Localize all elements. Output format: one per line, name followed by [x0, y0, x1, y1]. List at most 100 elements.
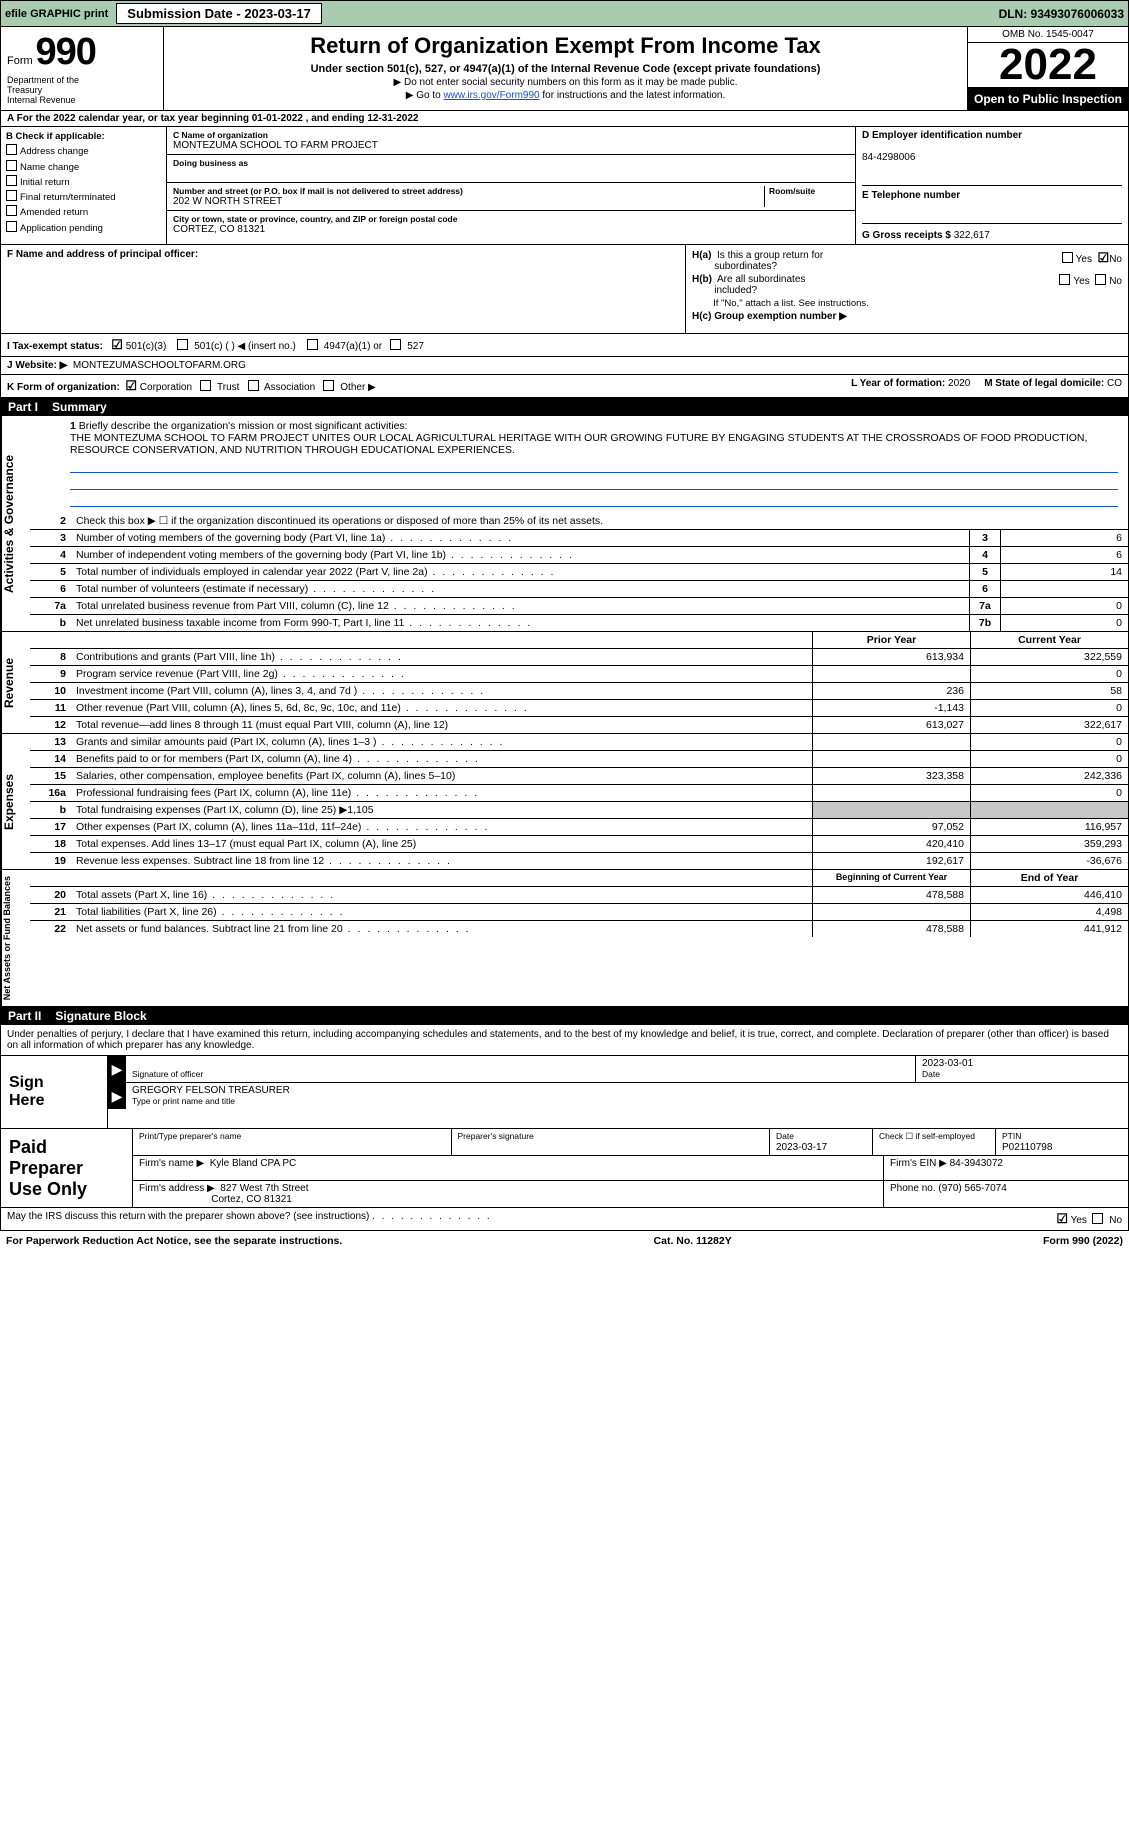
- form-title-box: Return of Organization Exempt From Incom…: [164, 27, 968, 110]
- line-4: Number of independent voting members of …: [72, 547, 969, 563]
- website-value: MONTEZUMASCHOOLTOFARM.ORG: [73, 360, 246, 371]
- beginning-year-header: Beginning of Current Year: [812, 870, 970, 886]
- mission-block: 1 Briefly describe the organization's mi…: [30, 416, 1128, 513]
- expenses-tab: Expenses: [1, 734, 30, 869]
- table-row: 8Contributions and grants (Part VIII, li…: [30, 649, 1128, 666]
- form-word: Form: [7, 55, 33, 67]
- street-address: 202 W NORTH STREET: [173, 196, 764, 207]
- ein-column: D Employer identification number 84-4298…: [855, 127, 1128, 244]
- 527-checkbox[interactable]: [390, 339, 401, 350]
- application-pending-checkbox[interactable]: [6, 221, 17, 232]
- table-row: 11Other revenue (Part VIII, column (A), …: [30, 700, 1128, 717]
- part-1-title: Summary: [52, 400, 107, 414]
- department-label: Department of theTreasuryInternal Revenu…: [7, 76, 79, 106]
- check-applicable-box: B Check if applicable: Address change Na…: [1, 127, 167, 244]
- table-row: 21Total liabilities (Part X, line 26)4,4…: [30, 904, 1128, 921]
- end-year-header: End of Year: [970, 870, 1128, 886]
- g-gross-label: G Gross receipts $: [862, 230, 951, 241]
- expenses-section: Expenses 13Grants and similar amounts pa…: [0, 734, 1129, 870]
- org-name: MONTEZUMA SCHOOL TO FARM PROJECT: [173, 140, 849, 151]
- 501c-checkbox[interactable]: [177, 339, 188, 350]
- year-box: OMB No. 1545-0047 2022 Open to Public In…: [968, 27, 1128, 110]
- trust-checkbox[interactable]: [200, 380, 211, 391]
- line-2: Check this box ▶ ☐ if the organization d…: [72, 513, 1128, 529]
- irs-link[interactable]: www.irs.gov/Form990: [443, 90, 539, 101]
- addr-label: Number and street (or P.O. box if mail i…: [173, 186, 764, 196]
- officer-name-cell: GREGORY FELSON TREASURERType or print na…: [126, 1083, 1128, 1109]
- hc-label: H(c) Group exemption number ▶: [692, 311, 847, 322]
- dln-label: DLN: 93493076006033: [999, 7, 1124, 21]
- association-checkbox[interactable]: [248, 380, 259, 391]
- f-label: F Name and address of principal officer:: [7, 249, 198, 260]
- line-5-value: 14: [1000, 564, 1128, 580]
- efile-topbar: efile GRAPHIC print Submission Date - 20…: [0, 0, 1129, 27]
- address-change-checkbox[interactable]: [6, 144, 17, 155]
- line-6: Total number of volunteers (estimate if …: [72, 581, 969, 597]
- table-row: bTotal fundraising expenses (Part IX, co…: [30, 802, 1128, 819]
- part-2-number: Part II: [8, 1009, 41, 1023]
- signature-officer-cell: Signature of officer: [126, 1056, 916, 1082]
- self-employed-cell: Check ☐ if self-employed: [873, 1129, 996, 1155]
- governance-tab: Activities & Governance: [1, 416, 30, 631]
- l-label: L Year of formation:: [851, 378, 945, 389]
- underline: [70, 458, 1118, 473]
- perjury-statement: Under penalties of perjury, I declare th…: [0, 1025, 1129, 1056]
- org-info-section: B Check if applicable: Address change Na…: [0, 127, 1129, 245]
- city-label: City or town, state or province, country…: [173, 214, 849, 224]
- submission-date-button[interactable]: Submission Date - 2023-03-17: [116, 3, 322, 24]
- paid-preparer-section: PaidPreparerUse Only Print/Type preparer…: [0, 1129, 1129, 1208]
- table-row: 12Total revenue—add lines 8 through 11 (…: [30, 717, 1128, 733]
- dba-value: [173, 168, 849, 179]
- part-2-header: Part II Signature Block: [0, 1007, 1129, 1025]
- form-header: Form 990 Department of theTreasuryIntern…: [0, 27, 1129, 111]
- discuss-no-checkbox[interactable]: [1092, 1213, 1103, 1224]
- line-7b: Net unrelated business taxable income fr…: [72, 615, 969, 631]
- form-number-box: Form 990 Department of theTreasuryIntern…: [1, 27, 164, 110]
- hb-no-checkbox[interactable]: [1095, 274, 1106, 285]
- governance-section: Activities & Governance 1 Briefly descri…: [0, 416, 1129, 632]
- ha-yes-checkbox[interactable]: [1062, 252, 1073, 263]
- line-6-value: [1000, 581, 1128, 597]
- line-3-value: 6: [1000, 530, 1128, 546]
- other-checkbox[interactable]: [323, 380, 334, 391]
- part-2-title: Signature Block: [55, 1009, 146, 1023]
- footer-row: For Paperwork Reduction Act Notice, see …: [0, 1231, 1129, 1251]
- hb-yes-checkbox[interactable]: [1059, 274, 1070, 285]
- m-label: M State of legal domicile:: [984, 378, 1104, 389]
- corporation-check-icon: ☑: [125, 378, 137, 393]
- sign-here-label: SignHere: [1, 1056, 108, 1128]
- initial-return-checkbox[interactable]: [6, 175, 17, 186]
- name-change-checkbox[interactable]: [6, 160, 17, 171]
- tax-year: 2022: [968, 43, 1128, 88]
- net-assets-tab: Net Assets or Fund Balances: [1, 870, 30, 1006]
- cat-number: Cat. No. 11282Y: [654, 1235, 732, 1247]
- b-label: B Check if applicable:: [6, 131, 105, 142]
- line-7a-value: 0: [1000, 598, 1128, 614]
- table-row: 18Total expenses. Add lines 13–17 (must …: [30, 836, 1128, 853]
- form-org-row: K Form of organization: ☑ Corporation Tr…: [0, 375, 1129, 398]
- table-row: 19Revenue less expenses. Subtract line 1…: [30, 853, 1128, 869]
- 4947-checkbox[interactable]: [307, 339, 318, 350]
- state-domicile: CO: [1107, 378, 1122, 389]
- firm-ein-cell: Firm's EIN ▶ 84-3943072: [884, 1156, 1128, 1180]
- preparer-name-cell: Print/Type preparer's name: [133, 1129, 452, 1155]
- k-label: K Form of organization:: [7, 382, 120, 393]
- table-row: 16aProfessional fundraising fees (Part I…: [30, 785, 1128, 802]
- line-5: Total number of individuals employed in …: [72, 564, 969, 580]
- firm-name-cell: Firm's name ▶ Kyle Bland CPA PC: [133, 1156, 884, 1180]
- website-row: J Website: ▶ MONTEZUMASCHOOLTOFARM.ORG: [0, 357, 1129, 375]
- table-row: 15Salaries, other compensation, employee…: [30, 768, 1128, 785]
- hb-note: If "No," attach a list. See instructions…: [713, 298, 869, 309]
- j-label: J Website: ▶: [7, 360, 67, 371]
- goto-line: ▶ Go to www.irs.gov/Form990 for instruct…: [174, 90, 957, 101]
- tax-exempt-row: I Tax-exempt status: ☑ 501(c)(3) 501(c) …: [0, 334, 1129, 357]
- preparer-date-cell: Date2023-03-17: [770, 1129, 873, 1155]
- part-1-header: Part I Summary: [0, 398, 1129, 416]
- current-year-header: Current Year: [970, 632, 1128, 648]
- amended-return-checkbox[interactable]: [6, 205, 17, 216]
- final-return-checkbox[interactable]: [6, 190, 17, 201]
- form-subtitle: Under section 501(c), 527, or 4947(a)(1)…: [174, 63, 957, 75]
- underline: [70, 475, 1118, 490]
- c-name-label: C Name of organization: [173, 130, 849, 140]
- form-title: Return of Organization Exempt From Incom…: [174, 33, 957, 59]
